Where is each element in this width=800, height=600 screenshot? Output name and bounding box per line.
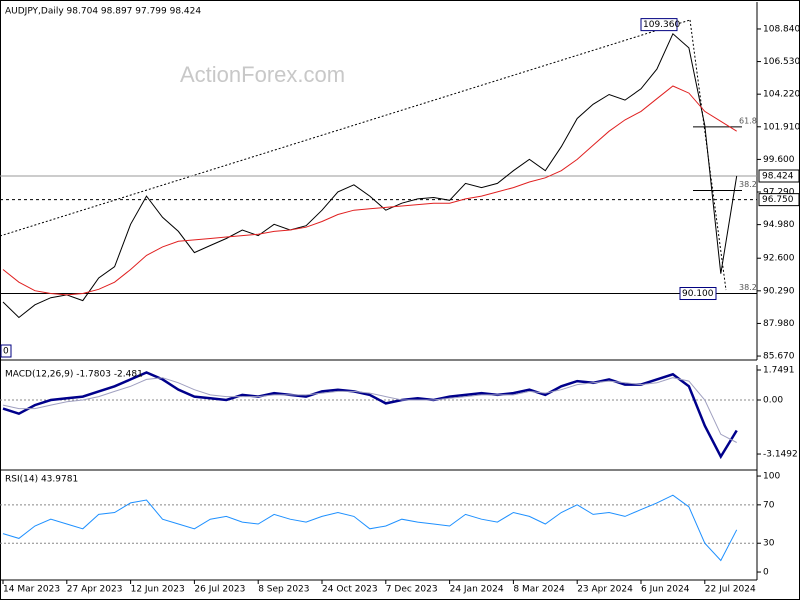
x-tick-label: 14 Mar 2023 <box>3 585 60 595</box>
y-tick-label: -3.1492 <box>763 450 798 460</box>
y-tick-label: 108.840 <box>763 24 800 34</box>
fib-label: 38.2 <box>739 283 757 292</box>
y-tick-label: 97.290 <box>763 188 795 198</box>
y-tick-label: 94.980 <box>763 220 795 230</box>
x-tick-label: 23 Apr 2024 <box>577 585 633 595</box>
fib-label: 61.8 <box>739 116 757 125</box>
series-line <box>2 32 738 319</box>
price-tag-label: 90.100 <box>682 289 714 299</box>
price-box-label: 98.424 <box>762 172 794 182</box>
x-tick-label: 27 Apr 2023 <box>67 585 123 595</box>
price-box <box>758 193 800 207</box>
x-tick-label: 8 Sep 2023 <box>258 585 309 595</box>
y-tick-label: 106.530 <box>763 57 800 67</box>
y-tick-label: 0.00 <box>763 396 783 406</box>
x-tick-label: 8 Mar 2024 <box>513 585 565 595</box>
x-tick-label: 12 Jun 2023 <box>131 585 185 595</box>
series-line <box>2 377 737 443</box>
series-line <box>2 494 738 562</box>
y-tick-label: 70 <box>763 500 775 510</box>
x-tick-label: 26 Jul 2023 <box>194 585 245 595</box>
watermark: ActionForex.com <box>180 62 345 87</box>
price-box <box>758 169 800 183</box>
y-tick-label: 87.980 <box>763 319 795 329</box>
pane-title: RSI(14) 43.9781 <box>5 475 78 485</box>
x-tick-label: 24 Jan 2024 <box>450 585 504 595</box>
cut-tag <box>0 344 12 358</box>
series-line <box>2 371 738 460</box>
y-tick-label: 101.910 <box>763 122 800 132</box>
price-box-label: 96.750 <box>762 195 794 205</box>
y-tick-label: 99.600 <box>763 155 795 165</box>
y-tick-label: 85.670 <box>763 352 795 362</box>
x-tick-label: 24 Oct 2023 <box>322 585 378 595</box>
y-tick-label: 0 <box>763 568 769 578</box>
series-line <box>2 85 737 296</box>
y-tick-label: 1.7491 <box>763 365 795 375</box>
price-tag-label: 109.360 <box>643 20 680 30</box>
y-tick-label: 92.600 <box>763 254 795 264</box>
y-tick-label: 100 <box>763 472 780 482</box>
x-tick-label: 22 Jul 2024 <box>705 585 756 595</box>
fib-label: 38.2 <box>739 180 757 189</box>
y-tick-label: 90.290 <box>763 286 795 296</box>
pane-title: AUDJPY,Daily 98.704 98.897 97.799 98.424 <box>5 7 201 17</box>
price-tag <box>679 287 717 301</box>
pane-title: MACD(12,26,9) -1.7803 -2.481 <box>5 370 143 380</box>
x-tick-label: 7 Dec 2023 <box>386 585 438 595</box>
y-tick-label: 30 <box>763 539 775 549</box>
y-tick-label: 104.220 <box>763 90 800 100</box>
price-tag <box>640 18 678 32</box>
cut-tag-label: 0 <box>3 347 9 357</box>
x-tick-label: 6 Jun 2024 <box>641 585 690 595</box>
